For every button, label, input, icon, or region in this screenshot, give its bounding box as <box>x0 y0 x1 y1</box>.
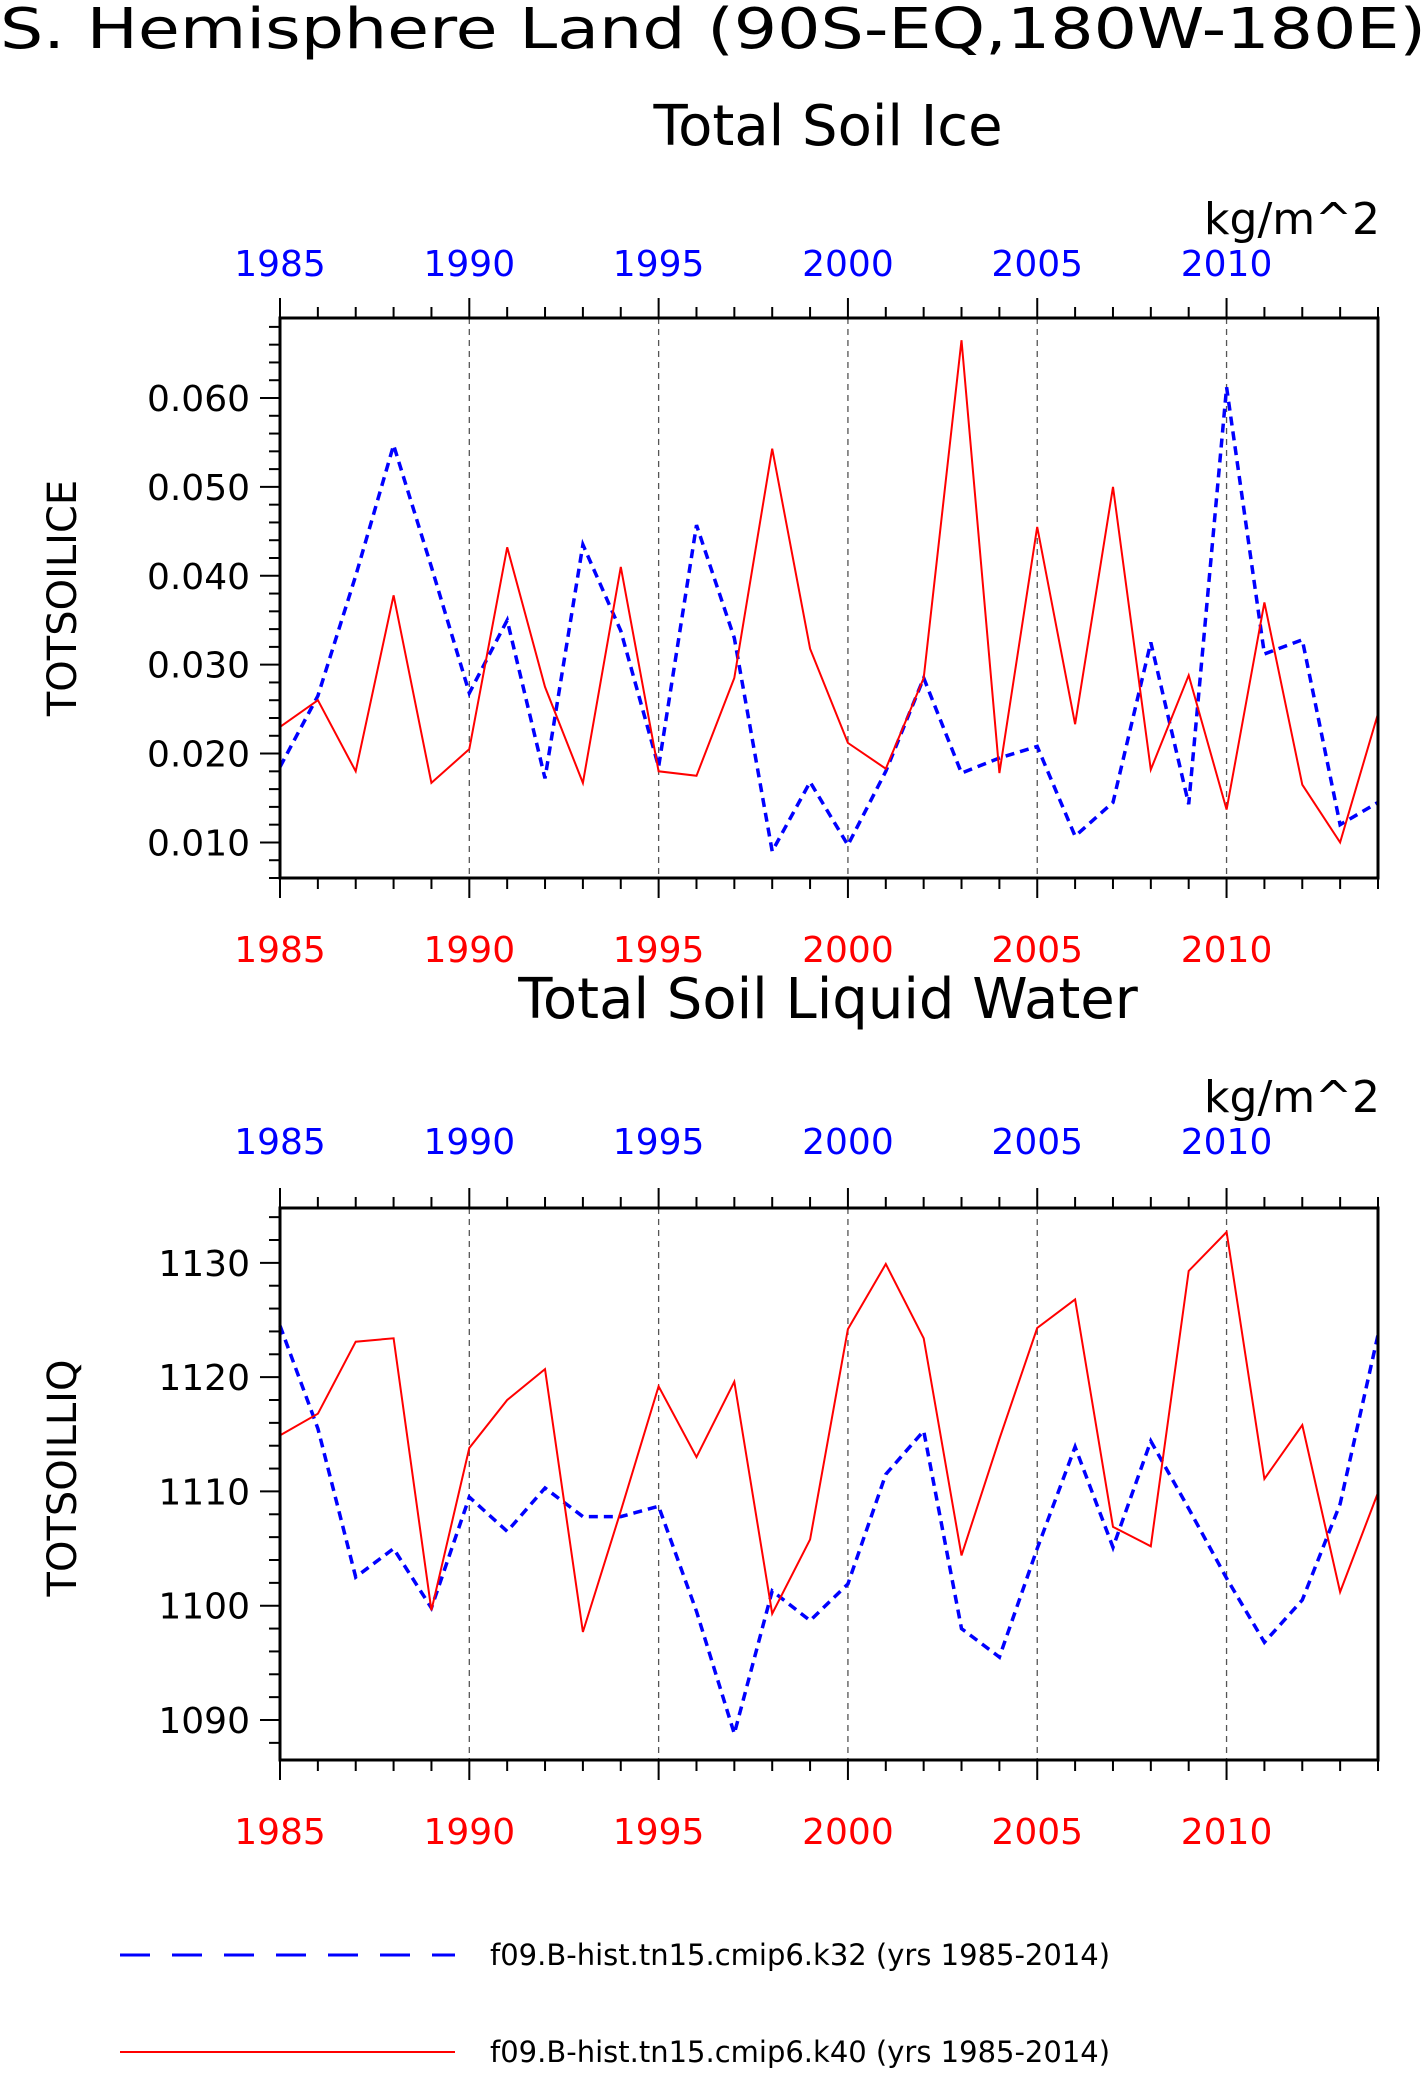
x-tick-label-bottom: 1985 <box>234 930 326 971</box>
x-tick-label-bottom: 2005 <box>991 930 1083 971</box>
x-tick-label-top: 1990 <box>423 1122 515 1163</box>
x-tick-label-top: 1985 <box>234 244 326 285</box>
x-tick-label-top: 1990 <box>423 244 515 285</box>
series-line-k40 <box>279 1229 1379 1633</box>
x-tick-label-top: 1985 <box>234 1122 326 1163</box>
x-tick-label-top: 1995 <box>613 244 705 285</box>
panel-title: Total Soil Ice <box>652 94 1002 159</box>
x-tick-label-top: 2010 <box>1181 1122 1273 1163</box>
panel-title: Total Soil Liquid Water <box>517 967 1139 1032</box>
y-tick-label: 0.020 <box>147 735 250 776</box>
figure-title: S. Hemisphere Land (90S-EQ,180W-180E) <box>0 0 1426 62</box>
x-tick-label-top: 2010 <box>1181 244 1273 285</box>
x-tick-label-top: 2000 <box>802 1122 894 1163</box>
y-tick-label: 1130 <box>158 1244 250 1285</box>
y-tick-label: 0.030 <box>147 646 250 687</box>
y-tick-label: 0.040 <box>147 557 250 598</box>
plot-frame <box>278 1206 1380 1762</box>
x-tick-label-bottom: 1995 <box>613 930 705 971</box>
y-tick-label: 1100 <box>158 1587 250 1628</box>
units-label: kg/m^2 <box>1204 1072 1380 1123</box>
legend-label-k40: f09.B-hist.tn15.cmip6.k40 (yrs 1985-2014… <box>490 2035 1110 2069</box>
y-axis-label: TOTSOILICE <box>40 480 86 717</box>
y-tick-label: 1110 <box>158 1472 250 1513</box>
series-line-k32 <box>278 387 1379 857</box>
x-tick-label-bottom: 1990 <box>423 930 515 971</box>
panel-total-soil-ice: Total Soil Ice kg/m^2 TOTSOILICE 0.010 0.… <box>40 94 1380 971</box>
x-tick-label-bottom: 1990 <box>423 1812 515 1853</box>
y-tick-label: 1120 <box>158 1358 250 1399</box>
x-tick-label-bottom: 1985 <box>234 1812 326 1853</box>
x-tick-label-top: 2000 <box>802 244 894 285</box>
y-tick-label: 1090 <box>158 1701 250 1742</box>
y-tick-label: 0.050 <box>147 468 250 509</box>
series-line-k40 <box>279 340 1379 845</box>
legend: f09.B-hist.tn15.cmip6.k32 (yrs 1985-2014… <box>120 1938 1110 2069</box>
series-line-k32 <box>278 1325 1380 1741</box>
legend-label-k32: f09.B-hist.tn15.cmip6.k32 (yrs 1985-2014… <box>490 1938 1110 1972</box>
units-label: kg/m^2 <box>1204 194 1380 245</box>
x-tick-label-top: 1995 <box>613 1122 705 1163</box>
x-tick-label-bottom: 2010 <box>1181 1812 1273 1853</box>
x-tick-label-bottom: 1995 <box>613 1812 705 1853</box>
y-tick-label: 0.010 <box>147 823 250 864</box>
x-tick-label-bottom: 2000 <box>802 930 894 971</box>
x-tick-label-bottom: 2000 <box>802 1812 894 1853</box>
x-tick-label-top: 2005 <box>991 1122 1083 1163</box>
plot-frame <box>278 316 1380 880</box>
panel-total-soil-liquid-water: Total Soil Liquid Water kg/m^2 TOTSOILLI… <box>40 967 1380 1853</box>
y-axis-label: TOTSOILLIQ <box>40 1360 86 1598</box>
x-tick-label-top: 2005 <box>991 244 1083 285</box>
y-tick-label: 0.060 <box>147 379 250 420</box>
x-tick-label-bottom: 2010 <box>1181 930 1273 971</box>
x-tick-label-bottom: 2005 <box>991 1812 1083 1853</box>
